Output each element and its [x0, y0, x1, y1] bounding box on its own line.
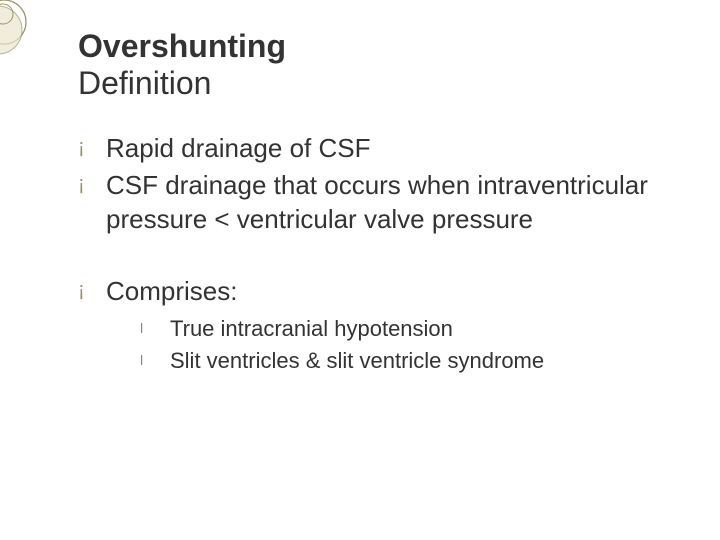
bullet-item: ¡ Rapid drainage of CSF: [78, 132, 660, 166]
bullet-item: ¡ Comprises:: [78, 275, 660, 309]
hollow-circle-bullet-icon: ¡: [78, 275, 106, 306]
sub-bullet-item: l Slit ventricles & slit ventricle syndr…: [140, 347, 660, 376]
slide-title-main: Overshunting: [78, 28, 660, 65]
filled-circle-bullet-icon: l: [140, 347, 170, 374]
hollow-circle-bullet-icon: ¡: [78, 132, 106, 163]
slide-content: Overshunting Definition ¡ Rapid drainage…: [0, 0, 720, 540]
slide-title-sub: Definition: [78, 65, 660, 102]
slide-title-block: Overshunting Definition: [78, 28, 660, 102]
filled-circle-bullet-icon: l: [140, 315, 170, 342]
bullet-text: CSF drainage that occurs when intraventr…: [106, 169, 660, 237]
sub-bullet-text: True intracranial hypotension: [170, 315, 660, 344]
bullet-text: Rapid drainage of CSF: [106, 132, 660, 166]
sub-bullet-group: l True intracranial hypotension l Slit v…: [140, 315, 660, 376]
spacer: [78, 241, 660, 275]
slide-body: ¡ Rapid drainage of CSF ¡ CSF drainage t…: [78, 132, 660, 376]
bullet-text: Comprises:: [106, 275, 660, 309]
hollow-circle-bullet-icon: ¡: [78, 169, 106, 200]
sub-bullet-text: Slit ventricles & slit ventricle syndrom…: [170, 347, 660, 376]
bullet-item: ¡ CSF drainage that occurs when intraven…: [78, 169, 660, 237]
sub-bullet-item: l True intracranial hypotension: [140, 315, 660, 344]
